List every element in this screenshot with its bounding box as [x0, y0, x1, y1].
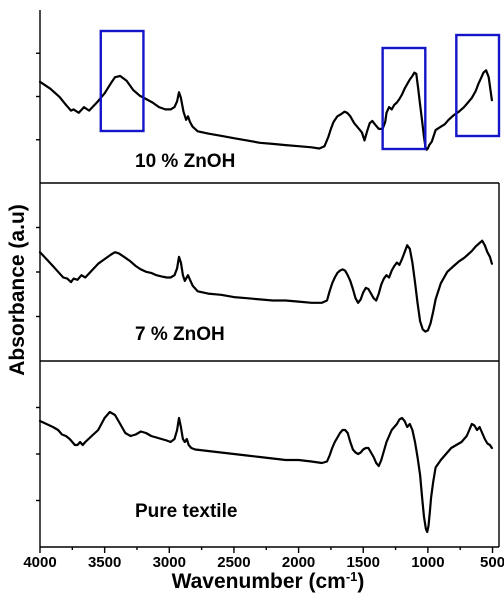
x-axis-title-end: ): [357, 570, 364, 593]
x-tick-label-2500: 2500: [217, 554, 250, 571]
trace-pure-textile: [38, 410, 493, 534]
x-tick-label-4000: 4000: [23, 554, 56, 571]
x-axis-title: Wavenumber (cm-1): [172, 569, 365, 594]
y-axis-ticks: [36, 52, 40, 502]
x-axis-title-main: Wavenumber (cm: [172, 570, 346, 593]
highlight-boxes: [99, 29, 501, 151]
trace-7-znoh: [38, 239, 493, 333]
highlight-box-2: [381, 46, 427, 151]
x-tick-label-500: 500: [480, 554, 504, 571]
x-tick-labels: 4000 3500 3000 2500 2000 1500 1000 500: [23, 554, 504, 571]
x-tick-label-3500: 3500: [88, 554, 121, 571]
panel-label-10-znoh: 10 % ZnOH: [135, 151, 235, 172]
x-tick-label-1000: 1000: [411, 554, 444, 571]
panel-label-pure-textile: Pure textile: [135, 501, 237, 522]
x-tick-label-1500: 1500: [347, 554, 380, 571]
x-axis-title-sup: -1: [346, 569, 358, 584]
highlight-box-3: [455, 33, 501, 138]
panel-frames: [39, 10, 500, 548]
x-axis-ticks: [39, 547, 494, 553]
panel-label-7-znoh: 7 % ZnOH: [135, 324, 225, 345]
highlight-box-1: [99, 29, 145, 133]
x-tick-label-2000: 2000: [282, 554, 315, 571]
y-axis-title: Absorbance (a.u): [6, 204, 29, 376]
x-tick-label-3000: 3000: [153, 554, 186, 571]
